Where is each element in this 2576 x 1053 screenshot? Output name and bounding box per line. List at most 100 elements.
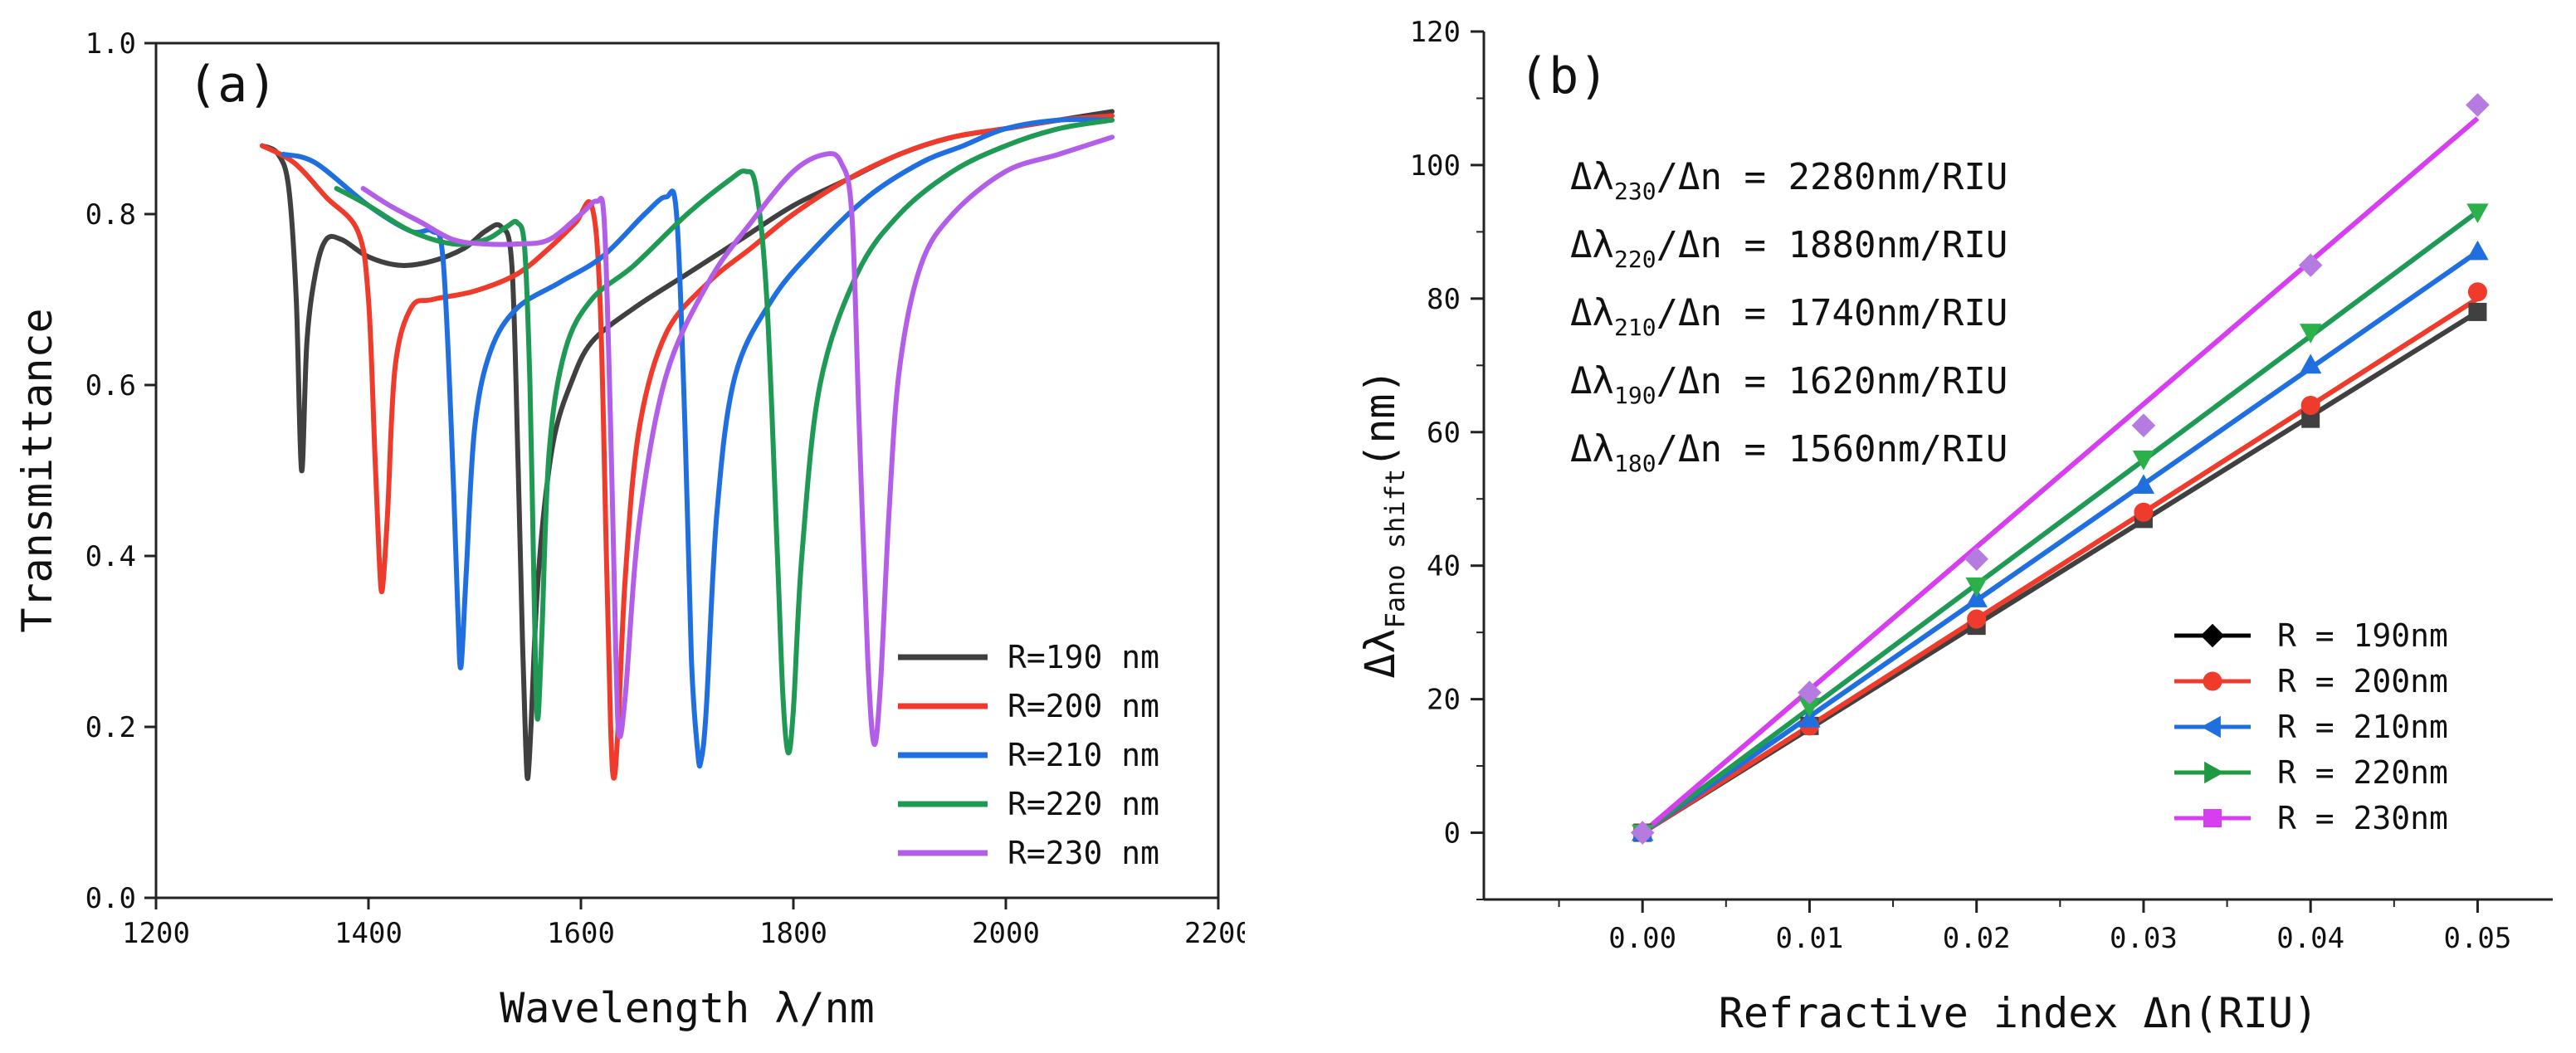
legend-marker	[2203, 809, 2222, 827]
sensitivity-chart: 0.00 0.01 0.02 0.03 0.04 0.05 0 20 40 60 80 100 120 R…	[1356, 16, 2553, 1037]
annotation-suffix: /Δn = 1560nm/RIU	[1656, 428, 2008, 470]
x-tick-label: 2200	[1184, 917, 1245, 950]
data-point	[2299, 324, 2322, 344]
data-point	[1967, 609, 1987, 629]
annotation-prefix: Δλ	[1570, 156, 1614, 198]
data-point	[2131, 413, 2156, 438]
data-point	[2132, 474, 2155, 495]
series-line	[334, 117, 1115, 756]
data-point	[2300, 396, 2320, 416]
annotation-suffix: /Δn = 1740nm/RIU	[1656, 292, 2008, 334]
y-tick-label: 0.0	[85, 882, 136, 915]
legend-marker	[2204, 761, 2224, 784]
data-point	[1965, 577, 1988, 597]
y-tick-label: 120	[1410, 16, 1461, 49]
x-tick-label: 0.01	[1775, 922, 1843, 955]
panel-label-a: (a)	[188, 56, 277, 114]
series-line	[260, 109, 1115, 782]
annotation-prefix: Δλ	[1570, 428, 1614, 470]
data-point	[2466, 203, 2489, 223]
x-tick-label: 0.03	[2110, 922, 2178, 955]
data-point	[2301, 409, 2320, 428]
legend-label: R=220 nm	[1007, 786, 1159, 822]
y-tick-label: 100	[1410, 149, 1461, 183]
x-tick-label: 0.02	[1943, 922, 2011, 955]
legend-label: R=230 nm	[1007, 835, 1159, 871]
annotation-subscript: 190	[1614, 382, 1656, 409]
sensitivity-annotation: Δλ220/Δn = 1880nm/RIU	[1570, 224, 2008, 273]
x-tick-label: 0.00	[1608, 922, 1676, 955]
data-point	[2132, 451, 2155, 470]
annotation-suffix: /Δn = 1620nm/RIU	[1656, 360, 2008, 402]
x-axis-title: Refractive index Δn(RIU)	[1719, 989, 2318, 1037]
x-tick-label: 1400	[334, 917, 402, 950]
y-title-sub: Fano shift	[1379, 469, 1411, 629]
x-tick-label: 0.05	[2443, 922, 2511, 955]
x-tick-label: 1800	[759, 917, 827, 950]
data-point	[1964, 547, 1988, 571]
sensitivity-annotation: Δλ230/Δn = 2280nm/RIU	[1570, 156, 2008, 205]
annotation-prefix: Δλ	[1570, 292, 1614, 334]
y-tick-label: 60	[1427, 417, 1461, 450]
y-tick-label: 0.2	[85, 711, 136, 744]
annotation-suffix: /Δn = 2280nm/RIU	[1656, 156, 2008, 198]
fit-line	[1641, 250, 2480, 836]
data-point	[2134, 502, 2154, 522]
fit-line	[1641, 296, 2480, 836]
legend-label: R=210 nm	[1007, 737, 1159, 773]
y-title-main: Δλ	[1356, 628, 1404, 678]
x-tick-label: 1600	[547, 917, 615, 950]
fit-line	[1641, 209, 2480, 835]
data-point	[1798, 697, 1821, 718]
y-axis-title: Transmittance	[13, 308, 61, 632]
data-point	[1798, 680, 1822, 704]
legend-label: R = 230nm	[2277, 800, 2448, 836]
annotation-subscript: 230	[1614, 178, 1656, 205]
panel-a: 1200 1400 1600 1800 2000 2200 0.0 0.2 0.4 0.6 0.8 1…	[0, 0, 1252, 1049]
data-point	[1798, 708, 1821, 728]
data-point	[2466, 240, 2489, 261]
x-axis-title: Wavelength λ/nm	[500, 984, 875, 1032]
legend-marker	[2200, 623, 2225, 648]
annotation-subscript: 180	[1614, 450, 1656, 477]
y-tick-label: 0	[1444, 817, 1461, 851]
legend-label: R = 210nm	[2277, 709, 2448, 745]
legend-label: R=190 nm	[1007, 639, 1159, 675]
annotation-prefix: Δλ	[1570, 360, 1614, 402]
sensitivity-annotation: Δλ210/Δn = 1740nm/RIU	[1570, 292, 2008, 341]
series-line	[281, 116, 1115, 769]
transmittance-chart: 1200 1400 1600 1800 2000 2200 0.0 0.2 0.4 0.6 0.8 1…	[13, 27, 1252, 1032]
y-title-unit: (nm)	[1356, 368, 1404, 468]
series-line	[260, 113, 1115, 781]
plot-frame	[154, 41, 1220, 899]
annotation-subscript: 220	[1614, 246, 1656, 273]
x-tick-label: 1200	[122, 917, 190, 950]
annotation-subscript: 210	[1614, 314, 1656, 341]
legend-label: R=200 nm	[1007, 688, 1159, 724]
y-tick-label: 0.6	[85, 369, 136, 402]
data-point	[2468, 302, 2487, 321]
data-point	[1630, 821, 1655, 845]
annotation-suffix: /Δn = 1880nm/RIU	[1656, 224, 2008, 266]
legend-marker	[2201, 715, 2221, 739]
data-point	[2298, 253, 2323, 277]
y-tick-label: 40	[1427, 550, 1461, 583]
legend-marker	[2203, 671, 2222, 691]
sensitivity-annotation: Δλ190/Δn = 1620nm/RIU	[1570, 360, 2008, 409]
y-axis-title: ΔλFano shift(nm)	[1356, 368, 1411, 678]
fit-line	[1641, 116, 2480, 835]
panel-label-b: (b)	[1519, 47, 1608, 105]
y-tick-label: 0.4	[85, 540, 136, 573]
legend-label: R = 220nm	[2277, 754, 2448, 791]
y-tick-label: 1.0	[85, 27, 136, 61]
annotation-prefix: Δλ	[1570, 224, 1614, 266]
data-point	[2466, 93, 2490, 117]
y-tick-label: 80	[1427, 283, 1461, 316]
data-point	[2467, 282, 2487, 302]
legend-label: R = 190nm	[2277, 617, 2448, 654]
x-tick-label: 2000	[972, 917, 1040, 950]
data-point	[1965, 587, 1988, 607]
x-tick-label: 0.04	[2276, 922, 2344, 955]
sensitivity-annotation: Δλ180/Δn = 1560nm/RIU	[1570, 428, 2008, 477]
y-tick-label: 20	[1427, 684, 1461, 717]
